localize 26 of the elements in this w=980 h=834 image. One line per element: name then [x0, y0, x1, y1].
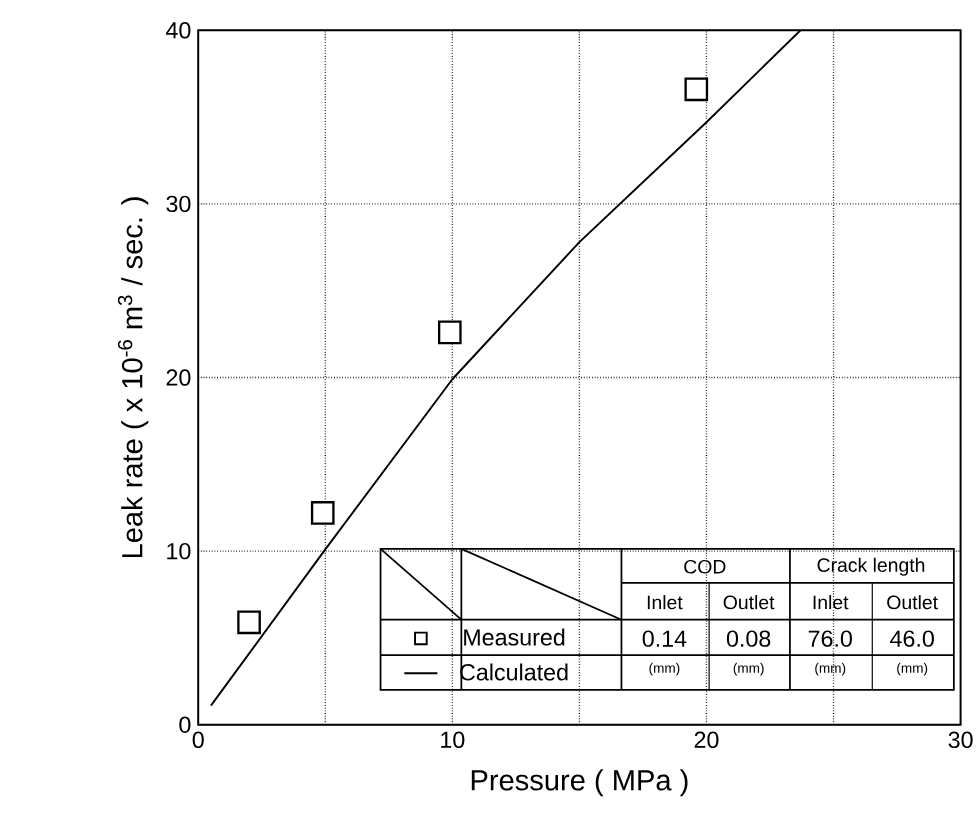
- point: [310, 501, 335, 525]
- annotation: 76.0: [808, 630, 852, 647]
- point: [237, 610, 261, 635]
- annotation: Inlet: [813, 594, 849, 610]
- annotation: Crack length: [817, 557, 925, 576]
- point: [437, 320, 462, 345]
- y-tick-label: 30: [166, 195, 191, 213]
- y-tick-label: 0: [179, 716, 191, 733]
- annotation: Outlet: [887, 594, 938, 610]
- annotation: Inlet: [647, 594, 683, 610]
- x-axis-title: Pressure ( MPa ): [471, 769, 688, 797]
- annotation: COD: [684, 559, 726, 574]
- y-axis-title: Leak rate ( x 10$^{-6}$ m$^{3}$ / sec. ): [117, 197, 149, 558]
- annotation: 0.08: [726, 630, 771, 647]
- x-tick-label: 0: [192, 731, 204, 748]
- x-tick-label: 10: [441, 731, 465, 748]
- annotation: 46.0: [890, 630, 934, 647]
- x-tick-label: 20: [694, 731, 719, 748]
- x-tick-label: 30: [948, 731, 973, 748]
- y-tick-label: 10: [167, 542, 191, 560]
- annotation: Outlet: [723, 594, 775, 610]
- y-tick-label: 40: [166, 21, 191, 39]
- y-tick-label: 20: [166, 369, 191, 386]
- legend-label: Measured: [464, 628, 565, 646]
- annotation: 0.14: [642, 630, 687, 647]
- point: [684, 77, 709, 102]
